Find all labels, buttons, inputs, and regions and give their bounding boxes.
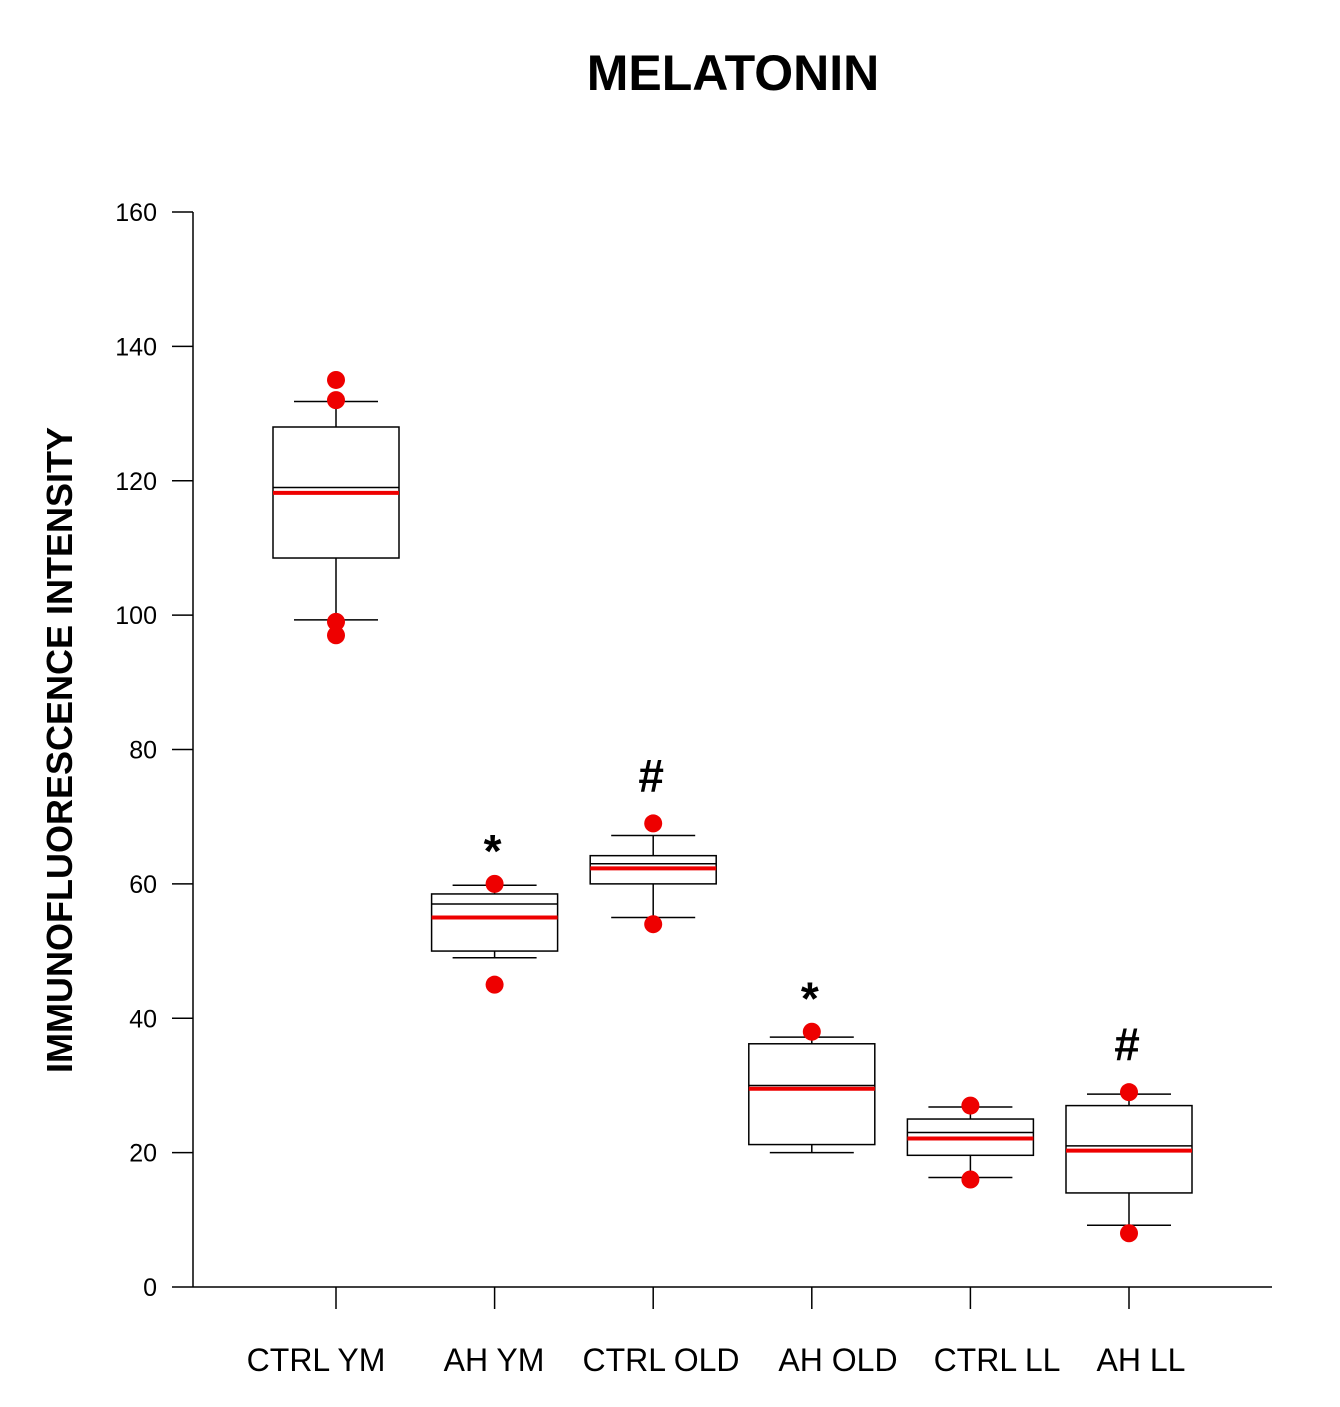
x-axis-ticks: CTRL YM AH YM CTRL OLD AH OLD CTRL LL AH LL xyxy=(247,1287,1186,1378)
box-iqr xyxy=(430,893,559,952)
chart-title: MELATONIN xyxy=(587,45,880,101)
y-tick-label: 40 xyxy=(129,1005,157,1033)
x-tick-label: CTRL LL xyxy=(934,1342,1061,1378)
y-tick-label: 160 xyxy=(115,199,157,227)
box-group: # xyxy=(589,749,717,934)
y-tick-label: 140 xyxy=(115,333,157,361)
box-group: * xyxy=(430,825,559,994)
y-tick-label: 80 xyxy=(129,737,157,765)
outlier-point xyxy=(644,915,663,934)
outlier-point xyxy=(485,874,504,893)
outlier-point xyxy=(961,1170,980,1189)
outlier-point xyxy=(644,814,663,833)
box-group xyxy=(272,370,400,645)
outlier-point xyxy=(327,391,345,410)
outlier-point xyxy=(327,626,345,645)
x-tick-label: CTRL YM xyxy=(247,1342,386,1378)
outlier-point xyxy=(802,1022,821,1041)
significance-annotation: * xyxy=(801,973,819,1025)
box-group: # xyxy=(1065,1018,1193,1243)
x-tick-label: AH LL xyxy=(1097,1342,1186,1378)
y-tick-label: 60 xyxy=(129,871,157,899)
outlier-point xyxy=(1120,1224,1138,1243)
box-series: * # * # xyxy=(272,370,1193,1243)
significance-annotation: # xyxy=(638,749,664,801)
y-tick-label: 0 xyxy=(143,1274,157,1302)
outlier-point xyxy=(327,370,345,389)
y-tick-label: 20 xyxy=(129,1140,157,1168)
significance-annotation: * xyxy=(484,825,502,877)
y-axis-label: IMMUNOFLUORESCENCE INTENSITY xyxy=(39,427,80,1073)
x-tick-label: AH YM xyxy=(444,1342,545,1378)
x-tick-label: AH OLD xyxy=(778,1342,897,1378)
y-axis-ticks: 0 20 40 60 80 100 120 140 160 xyxy=(115,199,193,1302)
axes xyxy=(192,212,1272,1288)
outlier-point xyxy=(961,1096,980,1115)
box-iqr xyxy=(748,1043,876,1146)
outlier-point xyxy=(327,612,345,631)
significance-annotation: # xyxy=(1114,1018,1140,1070)
box-group: * xyxy=(748,973,876,1154)
y-tick-label: 100 xyxy=(115,602,157,630)
outlier-point xyxy=(1120,1083,1138,1102)
box-group xyxy=(906,1096,1035,1189)
outlier-point xyxy=(485,975,504,994)
y-tick-label: 120 xyxy=(115,468,157,496)
x-tick-label: CTRL OLD xyxy=(582,1342,739,1378)
